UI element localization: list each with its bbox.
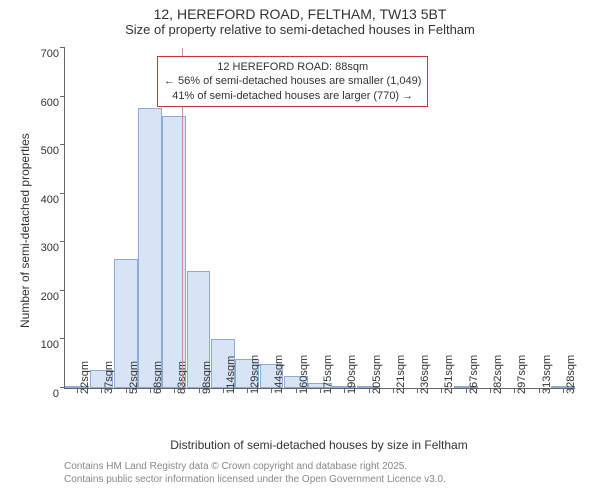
- y-tick-mark: [60, 96, 65, 97]
- y-tick-label: 100: [41, 339, 65, 351]
- y-tick-mark: [60, 47, 65, 48]
- y-axis-label: Number of semi-detached properties: [18, 133, 32, 328]
- y-tick-mark: [60, 241, 65, 242]
- x-tick-label: 144sqm: [273, 355, 285, 394]
- x-tick-mark: [223, 388, 224, 393]
- x-tick-label: 236sqm: [419, 355, 431, 394]
- x-tick-mark: [199, 388, 200, 393]
- x-tick-mark: [539, 388, 540, 393]
- x-tick-mark: [417, 388, 418, 393]
- x-tick-mark: [320, 388, 321, 393]
- annotation-line: ← 56% of semi-detached houses are smalle…: [164, 74, 421, 88]
- chart-footer: Contains HM Land Registry data © Crown c…: [64, 460, 446, 486]
- y-tick-label: 0: [53, 388, 65, 400]
- x-tick-label: 205sqm: [371, 355, 383, 394]
- property-annotation-box: 12 HEREFORD ROAD: 88sqm← 56% of semi-det…: [157, 56, 428, 107]
- x-tick-mark: [126, 388, 127, 393]
- chart-title-block: 12, HEREFORD ROAD, FELTHAM, TW13 5BT Siz…: [0, 0, 600, 37]
- x-tick-label: 267sqm: [468, 355, 480, 394]
- y-tick-mark: [60, 144, 65, 145]
- x-tick-label: 175sqm: [322, 355, 334, 394]
- x-tick-label: 297sqm: [516, 355, 528, 394]
- y-tick-mark: [60, 193, 65, 194]
- x-tick-mark: [77, 388, 78, 393]
- x-tick-mark: [369, 388, 370, 393]
- y-tick-label: 600: [41, 97, 65, 109]
- y-tick-label: 400: [41, 194, 65, 206]
- x-tick-mark: [466, 388, 467, 393]
- x-tick-label: 221sqm: [395, 355, 407, 394]
- chart-plot-area: 010020030040050060070022sqm37sqm52sqm68s…: [64, 48, 575, 389]
- y-tick-mark: [60, 338, 65, 339]
- y-tick-label: 200: [41, 291, 65, 303]
- y-tick-label: 700: [41, 48, 65, 60]
- x-tick-mark: [247, 388, 248, 393]
- chart-title-line1: 12, HEREFORD ROAD, FELTHAM, TW13 5BT: [0, 6, 600, 22]
- y-tick-mark: [60, 290, 65, 291]
- x-axis-label: Distribution of semi-detached houses by …: [64, 438, 574, 452]
- x-tick-mark: [490, 388, 491, 393]
- histogram-bar: [138, 108, 162, 388]
- footer-line-2: Contains public sector information licen…: [64, 473, 446, 486]
- x-tick-mark: [563, 388, 564, 393]
- x-tick-label: 190sqm: [346, 355, 358, 394]
- chart-title-line2: Size of property relative to semi-detach…: [0, 22, 600, 37]
- y-tick-label: 300: [41, 242, 65, 254]
- annotation-line: 41% of semi-detached houses are larger (…: [164, 89, 421, 103]
- y-tick-label: 500: [41, 145, 65, 157]
- x-tick-mark: [393, 388, 394, 393]
- annotation-line: 12 HEREFORD ROAD: 88sqm: [164, 60, 421, 74]
- x-tick-label: 282sqm: [492, 355, 504, 394]
- x-tick-mark: [150, 388, 151, 393]
- footer-line-1: Contains HM Land Registry data © Crown c…: [64, 460, 446, 473]
- x-tick-label: 160sqm: [298, 355, 310, 394]
- x-tick-label: 328sqm: [565, 355, 577, 394]
- x-tick-label: 313sqm: [541, 355, 553, 394]
- x-tick-mark: [296, 388, 297, 393]
- x-tick-label: 251sqm: [443, 355, 455, 394]
